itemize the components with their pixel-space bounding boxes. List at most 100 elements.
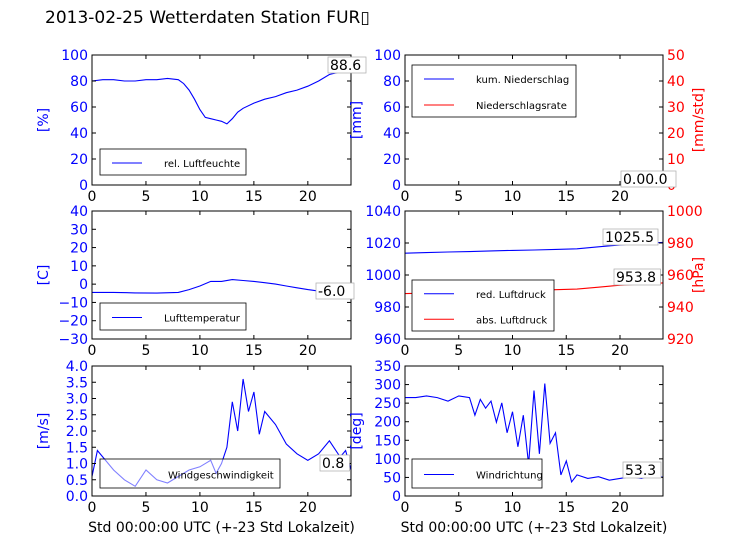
annotation-box <box>622 461 662 479</box>
x-tick-label-5: 5 <box>141 500 150 516</box>
y-axis-label-2: [mm] <box>349 101 365 139</box>
x-tick-label-4: 20 <box>611 343 629 359</box>
legend-box-4 <box>411 279 555 332</box>
x-tick-label-3: 15 <box>245 343 263 359</box>
x-tick-label-5: 10 <box>191 500 209 516</box>
x-tick-label-3: 20 <box>299 343 317 359</box>
x-tick-label-6: 10 <box>504 500 522 516</box>
y-right-tick-label-4: 980 <box>667 236 694 252</box>
y-tick-label-3: 40 <box>70 204 88 220</box>
x-tick-label-6: 20 <box>611 500 629 516</box>
x-tick-label-1: 15 <box>245 189 263 205</box>
x-tick-label-1: 20 <box>299 189 317 205</box>
plot-frame-2 <box>404 54 664 186</box>
y-tick-label-2: 0 <box>392 178 401 194</box>
legend-label-1-1: rel. Luftfeuchte <box>164 159 240 170</box>
x-tick-label-1: 5 <box>141 189 150 205</box>
y-tick-label-5: 3.5 <box>66 375 88 391</box>
annotation-box <box>315 282 355 300</box>
x-tick-label-2: 5 <box>454 189 463 205</box>
legend-label-4-2: abs. Luftdruck <box>476 315 547 326</box>
y-tick-label-4: 1000 <box>365 268 401 284</box>
legend-label-2-1: kum. Niederschlag <box>476 75 569 86</box>
y-tick-label-2: 40 <box>383 126 401 142</box>
y-tick-label-5: 1.5 <box>66 440 88 456</box>
series-line-3-1 <box>92 279 352 296</box>
y-tick-label-6: 300 <box>374 378 401 394</box>
y-tick-label-6: 350 <box>374 359 401 375</box>
y-right-axis-label-4: [hPa] <box>691 257 707 293</box>
y-tick-label-3: −20 <box>58 314 88 330</box>
annotation-value-3: -6.0 <box>318 284 345 300</box>
y-tick-label-6: 200 <box>374 415 401 431</box>
annotation-box <box>327 56 367 74</box>
legend-label-4-1: red. Luftdruck <box>476 290 546 301</box>
x-tick-label-2: 15 <box>557 189 575 205</box>
y-tick-label-4: 980 <box>374 300 401 316</box>
y-tick-label-5: 0.0 <box>66 489 88 505</box>
y-right-tick-label-2: 10 <box>667 152 685 168</box>
x-tick-label-2: 20 <box>611 189 629 205</box>
y-tick-label-3: 0 <box>79 277 88 293</box>
y-tick-label-6: 250 <box>374 396 401 412</box>
x-tick-label-4: 5 <box>454 343 463 359</box>
annotation-value-4: 1025.5 <box>605 230 654 246</box>
y-right-axis-label-2: [mm/std] <box>691 88 707 153</box>
series-line-1-1 <box>91 69 352 125</box>
plot-frame-1 <box>91 54 352 186</box>
y-tick-label-5: 2.0 <box>66 424 88 440</box>
annotation-value-4: 953.8 <box>616 270 656 286</box>
x-tick-label-4: 0 <box>401 343 410 359</box>
annotation-box <box>613 268 661 286</box>
y-right-tick-label-2: 30 <box>667 100 685 116</box>
y-tick-label-5: 2.5 <box>66 408 88 424</box>
y-right-tick-label-4: 1000 <box>667 204 703 220</box>
plot-frame-3 <box>91 210 352 340</box>
y-tick-label-1: 20 <box>70 152 88 168</box>
x-tick-label-3: 0 <box>88 343 97 359</box>
x-tick-label-4: 10 <box>504 343 522 359</box>
x-tick-label-3: 5 <box>141 343 150 359</box>
legend-box-6 <box>411 458 543 489</box>
x-tick-label-2: 0 <box>401 189 410 205</box>
plot-frame-6 <box>404 365 664 497</box>
y-right-tick-label-2: 20 <box>667 126 685 142</box>
y-right-tick-label-2: 50 <box>667 48 685 64</box>
x-tick-label-5: 0 <box>88 500 97 516</box>
y-tick-label-3: 20 <box>70 241 88 257</box>
y-axis-label-6: [deg] <box>349 412 365 449</box>
annotation-value-2: 0.00.0 <box>623 172 668 188</box>
x-tick-label-6: 15 <box>557 500 575 516</box>
legend-box-3 <box>99 302 247 331</box>
annotation-value-5: 0.8 <box>322 456 344 472</box>
y-tick-label-1: 0 <box>79 178 88 194</box>
y-tick-label-1: 80 <box>70 74 88 90</box>
x-tick-label-5: 20 <box>299 500 317 516</box>
y-tick-label-6: 150 <box>374 433 401 449</box>
x-axis-label-6: Std 00:00:00 UTC (+-23 Std Lokalzeit) <box>401 520 668 536</box>
x-tick-label-2: 10 <box>504 189 522 205</box>
annotation-box <box>319 454 350 472</box>
y-right-tick-label-4: 960 <box>667 268 694 284</box>
y-right-tick-label-4: 920 <box>667 332 694 348</box>
y-tick-label-5: 3.0 <box>66 392 88 408</box>
x-tick-label-1: 10 <box>191 189 209 205</box>
y-tick-label-3: 30 <box>70 222 88 238</box>
y-tick-label-1: 40 <box>70 126 88 142</box>
annotation-box <box>620 170 677 188</box>
y-tick-label-5: 1.0 <box>66 457 88 473</box>
y-tick-label-2: 60 <box>383 100 401 116</box>
y-tick-label-2: 20 <box>383 152 401 168</box>
y-axis-label-3: [C] <box>36 265 52 286</box>
legend-label-5-1: Windgeschwindigkeit <box>168 471 274 482</box>
y-tick-label-2: 80 <box>383 74 401 90</box>
annotation-value-6: 53.3 <box>625 463 656 479</box>
figure-title: 2013-02-25 Wetterdaten Station FUR▯ <box>45 8 370 28</box>
x-tick-label-5: 15 <box>245 500 263 516</box>
y-tick-label-6: 50 <box>383 470 401 486</box>
y-axis-label-1: [%] <box>36 108 52 132</box>
x-tick-label-6: 5 <box>454 500 463 516</box>
y-tick-label-1: 100 <box>61 48 88 64</box>
legend-label-2-2: Niederschlagsrate <box>476 101 567 112</box>
